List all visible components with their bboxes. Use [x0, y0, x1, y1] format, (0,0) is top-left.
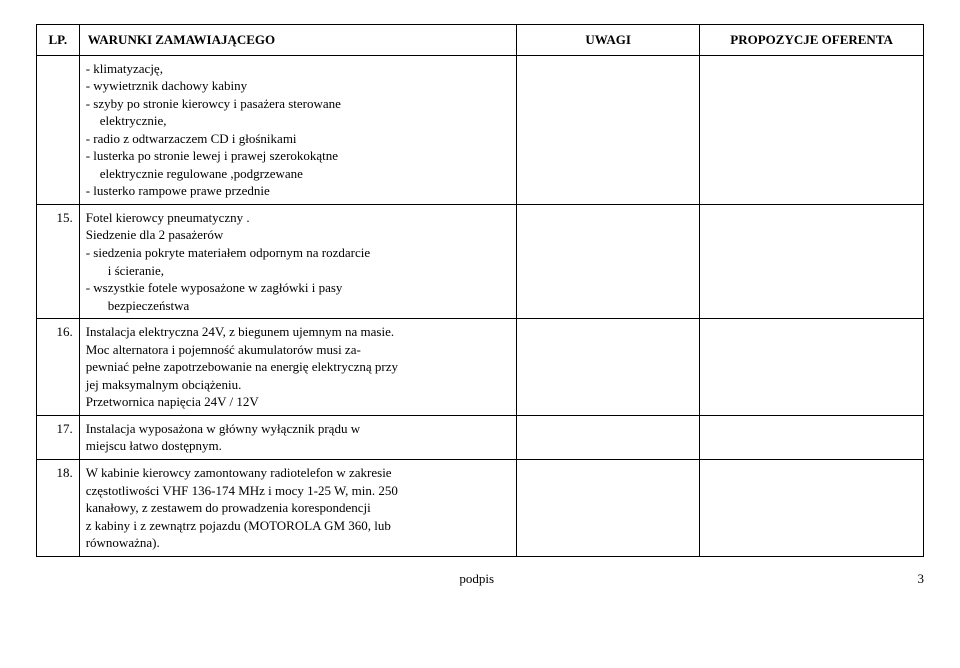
cell-lp: 16. [37, 319, 80, 416]
col-header-propozycje: PROPOZYCJE OFERENTA [700, 25, 924, 56]
cell-lp: 17. [37, 415, 80, 459]
cell-lp: 18. [37, 460, 80, 557]
cell-warunki: Fotel kierowcy pneumatyczny .Siedzenie d… [79, 204, 516, 318]
cell-warunki: - klimatyzację,- wywietrznik dachowy kab… [79, 55, 516, 204]
table-row: 16.Instalacja elektryczna 24V, z biegune… [37, 319, 924, 416]
col-header-uwagi: UWAGI [517, 25, 700, 56]
page-number: 3 [918, 571, 925, 587]
cell-lp: 15. [37, 204, 80, 318]
cell-lp [37, 55, 80, 204]
cell-uwagi [517, 319, 700, 416]
cell-uwagi [517, 415, 700, 459]
cell-uwagi [517, 204, 700, 318]
table-row: 17.Instalacja wyposażona w główny wyłącz… [37, 415, 924, 459]
table-row: - klimatyzację,- wywietrznik dachowy kab… [37, 55, 924, 204]
table-body: - klimatyzację,- wywietrznik dachowy kab… [37, 55, 924, 556]
spec-table: LP. WARUNKI ZAMAWIAJĄCEGO UWAGI PROPOZYC… [36, 24, 924, 557]
page-footer: 3 podpis [36, 571, 924, 587]
cell-warunki: W kabinie kierowcy zamontowany radiotele… [79, 460, 516, 557]
cell-warunki: Instalacja elektryczna 24V, z biegunem u… [79, 319, 516, 416]
cell-propozycje [700, 55, 924, 204]
table-header-row: LP. WARUNKI ZAMAWIAJĄCEGO UWAGI PROPOZYC… [37, 25, 924, 56]
cell-propozycje [700, 415, 924, 459]
cell-uwagi [517, 55, 700, 204]
cell-uwagi [517, 460, 700, 557]
cell-propozycje [700, 460, 924, 557]
col-header-lp: LP. [37, 25, 80, 56]
col-header-warunki: WARUNKI ZAMAWIAJĄCEGO [79, 25, 516, 56]
cell-warunki: Instalacja wyposażona w główny wyłącznik… [79, 415, 516, 459]
cell-propozycje [700, 204, 924, 318]
footer-signature-label: podpis [36, 571, 924, 587]
cell-propozycje [700, 319, 924, 416]
table-row: 18.W kabinie kierowcy zamontowany radiot… [37, 460, 924, 557]
table-row: 15.Fotel kierowcy pneumatyczny .Siedzeni… [37, 204, 924, 318]
